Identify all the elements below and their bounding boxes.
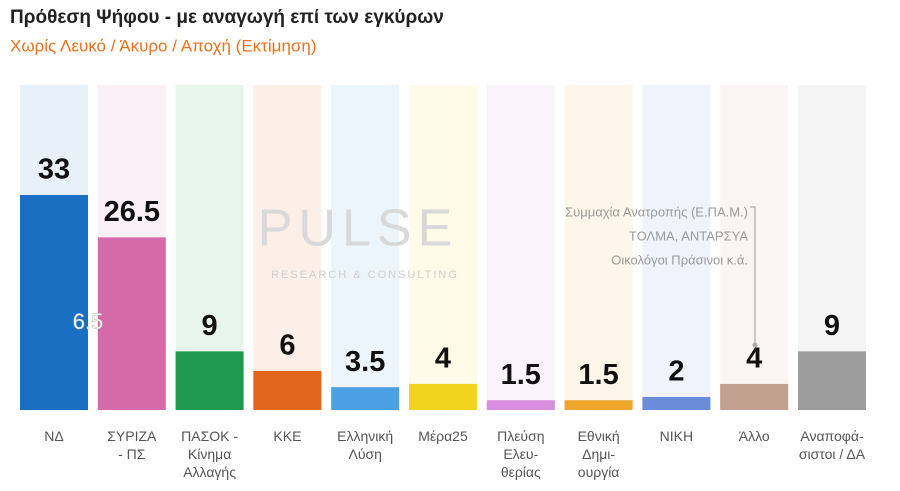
bar bbox=[97, 237, 166, 410]
x-tick-label: Πλεύση Ελευ-θερίας bbox=[497, 428, 544, 480]
chart-title: Πρόθεση Ψήφου - με αναγωγή επί των εγκύρ… bbox=[10, 7, 444, 28]
column-background bbox=[486, 85, 555, 410]
bar bbox=[720, 383, 789, 410]
bar bbox=[486, 400, 555, 410]
value-label: 9 bbox=[202, 310, 218, 342]
x-tick-label: ΝΔ bbox=[44, 428, 63, 444]
difference-label: 6.5 bbox=[73, 309, 104, 334]
bar bbox=[798, 351, 866, 410]
bar bbox=[20, 195, 88, 410]
x-tick-label: Αναποφά-σιστοι / ΔΑ bbox=[799, 428, 866, 462]
bar bbox=[253, 370, 322, 410]
column-background bbox=[409, 85, 477, 410]
value-label: 33 bbox=[38, 154, 70, 186]
value-label: 1.5 bbox=[578, 359, 618, 391]
watermark-tagline: RESEARCH & CONSULTING bbox=[271, 269, 459, 281]
x-tick-label: Εθνική Δημι-ουργία bbox=[578, 428, 620, 480]
x-tick-label: ΣΥΡΙΖΑ - ΠΣ bbox=[107, 428, 157, 462]
x-tick-label: ΝΙΚΗ bbox=[660, 428, 693, 444]
annotation: Συμμαχία Ανατροπής (Ε.ΠΑ.Μ.) bbox=[565, 204, 748, 219]
annotation-bracket bbox=[750, 206, 756, 345]
value-label: 4 bbox=[746, 343, 762, 375]
chart-subtitle: Χωρίς Λευκό / Άκυρο / Αποχή (Εκτίμηση) bbox=[10, 36, 317, 55]
value-label: 2 bbox=[668, 356, 684, 388]
value-label: 4 bbox=[435, 343, 451, 375]
bar bbox=[642, 396, 711, 410]
column-background bbox=[720, 85, 789, 410]
column-background bbox=[564, 85, 633, 410]
bar bbox=[175, 351, 244, 410]
value-label: 9 bbox=[824, 310, 840, 342]
annotation: ΤΟΛΜΑ, ΑΝΤΑΡΣΥΑ bbox=[629, 228, 748, 243]
value-label: 6 bbox=[279, 330, 295, 362]
watermark: PULSE bbox=[258, 200, 459, 258]
annotation-dot bbox=[752, 342, 758, 348]
x-tick-label: Ελληνική Λύση bbox=[337, 428, 393, 462]
column-backgrounds bbox=[20, 85, 866, 410]
value-label: 3.5 bbox=[345, 346, 385, 378]
x-tick-label: ΠΑΣΟΚ -Κίνημα Αλλαγής bbox=[181, 428, 238, 480]
value-label: 26.5 bbox=[104, 196, 160, 228]
bar bbox=[564, 400, 633, 410]
value-label: 1.5 bbox=[501, 359, 541, 391]
bar bbox=[331, 387, 400, 410]
column-background bbox=[331, 85, 400, 410]
annotation: Οικολόγοι Πράσινοι κ.ά. bbox=[611, 252, 748, 267]
x-tick-label: Άλλο bbox=[739, 428, 770, 444]
bar bbox=[409, 383, 477, 410]
x-tick-label: ΚΚΕ bbox=[273, 428, 301, 444]
column-background bbox=[253, 85, 322, 410]
x-tick-label: Μέρα25 bbox=[418, 428, 468, 444]
column-background bbox=[642, 85, 711, 410]
